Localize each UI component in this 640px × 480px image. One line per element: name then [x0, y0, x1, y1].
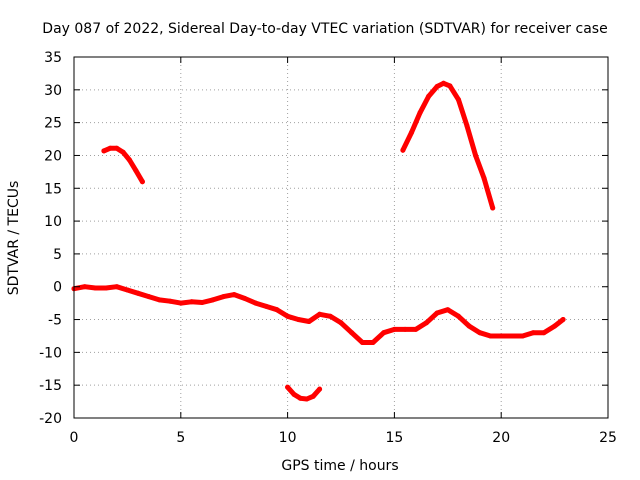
data-point — [481, 175, 487, 181]
data-point — [107, 145, 113, 151]
data-point — [434, 84, 440, 89]
y-tick-label: -20 — [39, 411, 62, 427]
y-tick-label: -5 — [48, 313, 62, 329]
data-point — [297, 395, 303, 401]
data-point — [285, 313, 291, 319]
data-point — [210, 297, 216, 303]
data-point — [317, 386, 323, 392]
data-point — [231, 292, 237, 298]
data-point — [560, 317, 566, 322]
data-point — [82, 284, 88, 290]
data-point — [114, 284, 120, 290]
data-point — [520, 333, 526, 339]
data-point — [178, 300, 184, 306]
data-point — [295, 317, 301, 322]
data-point — [338, 320, 344, 326]
data-point — [242, 296, 248, 301]
data-point — [391, 326, 397, 332]
x-tick-label: 5 — [176, 430, 185, 446]
y-tick-label: 25 — [44, 116, 62, 132]
x-tick-label: 25 — [599, 430, 617, 446]
data-point — [541, 330, 547, 336]
data-point — [370, 340, 376, 345]
data-point — [317, 311, 323, 317]
y-axis-label: SDTVAR / TECUs — [6, 181, 22, 296]
data-point — [310, 393, 316, 399]
data-point — [146, 294, 152, 300]
data-point — [253, 300, 259, 306]
data-point — [464, 123, 470, 129]
y-tick-label: 15 — [44, 181, 62, 197]
data-point — [306, 319, 312, 324]
data-point — [124, 287, 130, 293]
data-point — [263, 303, 269, 309]
data-point — [488, 333, 493, 339]
data-point — [552, 323, 558, 329]
chart-title: Day 087 of 2022, Sidereal Day-to-day VTE… — [42, 21, 607, 37]
y-tick-label: 5 — [53, 247, 62, 263]
data-point — [473, 153, 479, 158]
data-point — [139, 179, 145, 185]
data-point — [413, 326, 419, 332]
data-point — [114, 145, 120, 151]
data-point — [477, 330, 483, 336]
x-axis-label: GPS time / hours — [281, 458, 398, 474]
series-line-segment-4 — [400, 80, 496, 211]
y-tick-label: -10 — [39, 345, 62, 361]
data-point — [456, 313, 461, 319]
data-point — [189, 299, 194, 305]
data-point — [466, 323, 472, 329]
data-point — [304, 396, 310, 402]
data-point — [445, 307, 451, 313]
data-point — [135, 290, 141, 296]
x-tick-label: 10 — [279, 430, 297, 446]
data-point — [530, 330, 536, 336]
data-point — [199, 300, 205, 305]
y-tick-label: 30 — [44, 83, 62, 99]
data-point — [402, 326, 408, 332]
data-point — [92, 285, 98, 291]
data-point — [381, 330, 387, 336]
data-point — [498, 333, 504, 339]
data-series — [71, 80, 566, 402]
data-point — [417, 110, 423, 116]
data-point — [103, 285, 109, 291]
data-point — [400, 147, 406, 153]
plot-frame — [73, 56, 609, 419]
data-point — [156, 297, 162, 303]
data-point — [101, 148, 107, 154]
data-point — [285, 384, 291, 390]
data-point — [409, 130, 414, 135]
data-point — [167, 298, 173, 304]
x-tick-label: 15 — [385, 430, 403, 446]
data-point — [221, 294, 226, 300]
data-point — [426, 93, 432, 99]
y-tick-label: 35 — [44, 50, 62, 66]
grid-lines — [74, 57, 608, 418]
data-point — [274, 307, 280, 313]
data-point — [423, 320, 429, 326]
data-point — [133, 168, 139, 174]
data-point — [490, 205, 496, 211]
x-tick-label: 0 — [70, 430, 79, 446]
y-tick-label: 10 — [44, 214, 62, 230]
data-point — [127, 157, 132, 163]
data-point — [434, 310, 440, 316]
data-point — [359, 340, 365, 345]
data-point — [349, 330, 355, 336]
data-point — [291, 391, 297, 397]
axis-ticks: 0 5 10 15 20 25 -20 -15 -10 -5 0 5 10 15 20 25 30 35 — [39, 50, 617, 446]
y-tick-label: 0 — [53, 280, 62, 296]
data-point — [327, 313, 333, 319]
y-tick-label: 20 — [44, 148, 62, 164]
data-point — [120, 149, 126, 155]
data-point — [447, 83, 453, 89]
data-point — [456, 97, 461, 103]
x-tick-label: 20 — [492, 430, 510, 446]
data-point — [441, 80, 446, 86]
y-tick-label: -15 — [39, 378, 62, 394]
data-point — [509, 333, 515, 339]
